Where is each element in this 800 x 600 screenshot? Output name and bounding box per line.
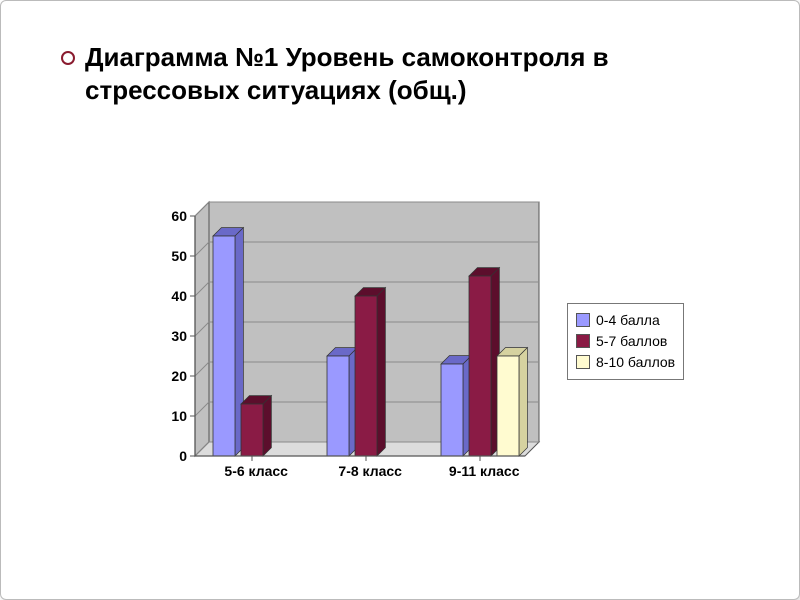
legend-item: 0-4 балла — [576, 310, 675, 331]
legend-label: 0-4 балла — [596, 310, 660, 331]
svg-text:20: 20 — [171, 368, 187, 384]
svg-text:50: 50 — [171, 248, 187, 264]
legend-label: 8-10 баллов — [596, 352, 675, 373]
legend-swatch — [576, 313, 590, 327]
svg-text:7-8 класс: 7-8 класс — [338, 463, 402, 479]
svg-text:60: 60 — [171, 208, 187, 224]
legend-label: 5-7 баллов — [596, 331, 667, 352]
legend-item: 8-10 баллов — [576, 352, 675, 373]
legend: 0-4 балла5-7 баллов8-10 баллов — [567, 303, 684, 380]
svg-text:40: 40 — [171, 288, 187, 304]
svg-text:0: 0 — [179, 448, 187, 464]
svg-text:5-6 класс: 5-6 класс — [224, 463, 288, 479]
title-row: Диаграмма №1 Уровень самоконтроля в стре… — [61, 41, 749, 106]
legend-item: 5-7 баллов — [576, 331, 675, 352]
chart-container: 0 10 20 30 40 50 60 5-6 класс 7-8 класс 9-11 клас… — [151, 181, 726, 501]
svg-text:10: 10 — [171, 408, 187, 424]
legend-swatch — [576, 355, 590, 369]
bar-chart: 0 10 20 30 40 50 60 5-6 класс 7-8 класс 9-11 клас… — [151, 192, 549, 490]
svg-text:9-11 класс: 9-11 класс — [449, 463, 520, 479]
slide: Диаграмма №1 Уровень самоконтроля в стре… — [0, 0, 800, 600]
bullet-icon — [61, 51, 75, 65]
svg-text:30: 30 — [171, 328, 187, 344]
legend-swatch — [576, 334, 590, 348]
slide-title: Диаграмма №1 Уровень самоконтроля в стре… — [85, 41, 749, 106]
